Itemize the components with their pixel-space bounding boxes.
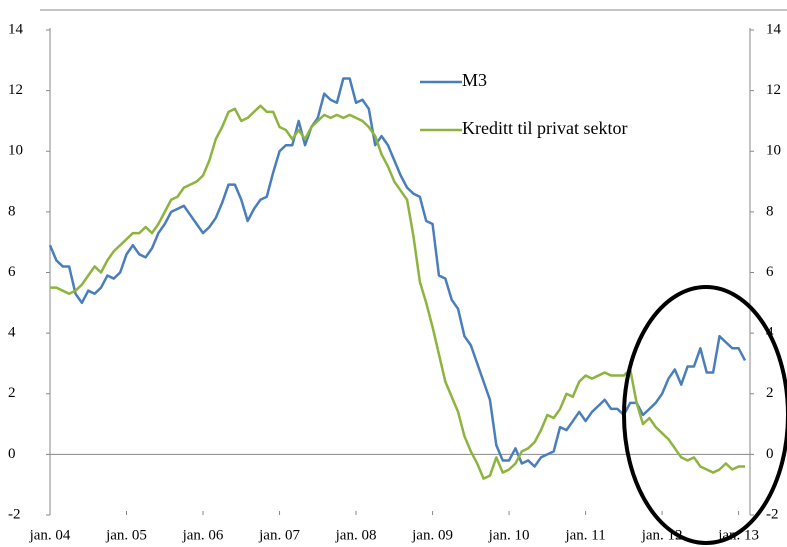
y2-tick-label: 0 xyxy=(766,446,774,462)
y-tick-label: -2 xyxy=(8,506,21,522)
y-tick-label: 14 xyxy=(8,21,24,37)
legend-label: Kreditt til privat sektor xyxy=(462,118,627,138)
y2-tick-label: -2 xyxy=(766,506,779,522)
y-tick-label: 12 xyxy=(8,82,23,98)
y-tick-label: 0 xyxy=(8,446,16,462)
y-tick-label: 10 xyxy=(8,143,23,159)
x-tick-label: jan. 08 xyxy=(335,527,377,543)
y2-tick-label: 10 xyxy=(766,143,781,159)
series-line xyxy=(48,77,747,468)
y-tick-label: 8 xyxy=(8,203,16,219)
x-tick-label: jan. 09 xyxy=(411,527,453,543)
highlight-ellipse xyxy=(622,285,787,545)
series-line xyxy=(50,104,745,480)
y2-tick-label: 12 xyxy=(766,82,781,98)
x-tick-label: jan. 05 xyxy=(105,527,147,543)
y2-tick-label: 6 xyxy=(766,264,774,280)
legend-label: M3 xyxy=(462,70,487,90)
x-tick-label: jan. 04 xyxy=(29,527,71,543)
y2-tick-label: 14 xyxy=(766,21,782,37)
x-tick-label: jan. 10 xyxy=(488,527,530,543)
x-tick-label: jan. 07 xyxy=(258,527,300,543)
x-tick-label: jan. 06 xyxy=(182,527,224,543)
y2-tick-label: 2 xyxy=(766,385,774,401)
y-tick-label: 2 xyxy=(8,385,16,401)
x-tick-label: jan. 11 xyxy=(564,527,605,543)
y-tick-label: 6 xyxy=(8,264,16,280)
y-tick-label: 4 xyxy=(8,325,16,341)
y2-tick-label: 8 xyxy=(766,203,774,219)
